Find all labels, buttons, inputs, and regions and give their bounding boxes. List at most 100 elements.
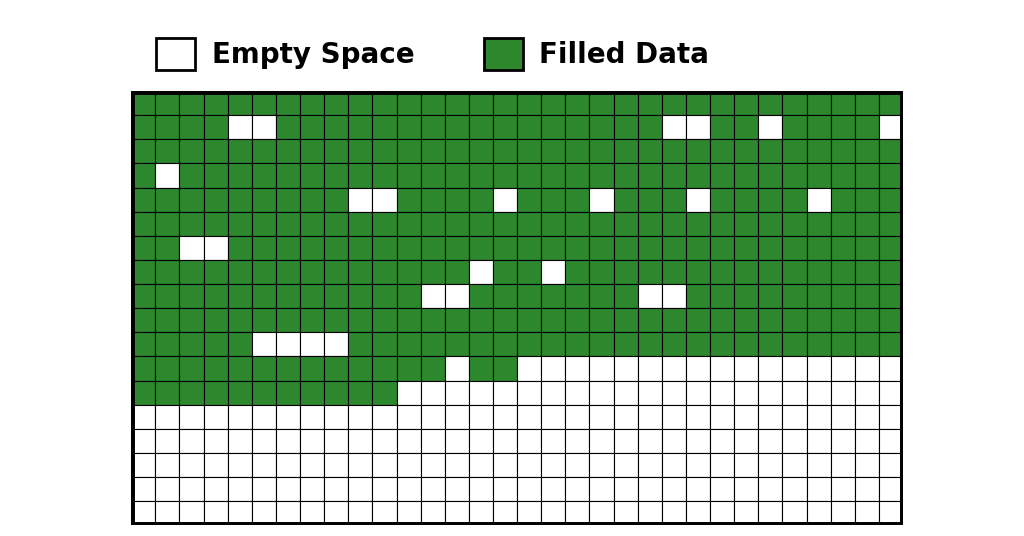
Bar [252,453,275,477]
Bar [396,163,421,188]
Bar [879,188,903,212]
Bar [565,163,590,188]
Bar [759,477,782,501]
Bar [348,429,373,453]
Bar [252,188,275,212]
Bar [830,453,855,477]
Bar [204,188,227,212]
Bar [275,308,300,332]
Bar [807,381,830,405]
Bar [590,356,613,381]
Bar [348,236,373,260]
Bar [444,477,469,501]
Bar [179,260,204,284]
Bar [131,356,156,381]
Bar [638,260,662,284]
Bar [469,453,493,477]
Bar [590,236,613,260]
Bar [638,139,662,163]
Bar [686,91,710,115]
Bar [396,381,421,405]
Bar [517,260,542,284]
Bar [565,115,590,139]
Bar [638,477,662,501]
Bar [469,115,493,139]
Bar [275,212,300,236]
Bar [227,381,252,405]
Bar [759,308,782,332]
Bar [227,188,252,212]
Bar [131,236,156,260]
Bar [156,405,179,429]
Bar [542,236,565,260]
Bar [638,284,662,308]
Bar [179,212,204,236]
Bar [565,501,590,525]
Bar [156,284,179,308]
Bar [204,356,227,381]
Bar [275,236,300,260]
Bar [686,260,710,284]
Bar [662,477,686,501]
Bar [325,260,348,284]
Bar [469,212,493,236]
Bar [204,429,227,453]
Bar [662,381,686,405]
Bar [300,501,325,525]
Bar [662,212,686,236]
Bar [348,139,373,163]
Bar [396,284,421,308]
Bar [686,284,710,308]
Bar [156,163,179,188]
Bar [565,332,590,356]
Bar [879,381,903,405]
Bar [759,381,782,405]
Bar [156,260,179,284]
Bar [131,308,156,332]
Bar [444,405,469,429]
Bar [782,332,807,356]
Bar [131,212,156,236]
Bar [613,284,638,308]
Bar [565,308,590,332]
Bar [638,429,662,453]
Bar [879,115,903,139]
Bar [613,308,638,332]
Bar [734,332,759,356]
Bar [855,212,879,236]
Bar [807,188,830,212]
Bar [613,188,638,212]
Bar [542,188,565,212]
Bar [227,212,252,236]
Bar [421,188,444,212]
Bar [855,260,879,284]
Bar [493,332,517,356]
Bar [493,453,517,477]
Bar [348,308,373,332]
Bar [734,91,759,115]
Bar [275,188,300,212]
Bar [590,453,613,477]
Bar [782,91,807,115]
Bar [493,501,517,525]
Bar [590,163,613,188]
Bar [686,163,710,188]
Bar [444,453,469,477]
Bar [782,381,807,405]
Bar [638,501,662,525]
Bar [396,236,421,260]
Bar [662,260,686,284]
Bar [710,212,734,236]
Bar [879,477,903,501]
Bar [613,405,638,429]
Bar [252,212,275,236]
Bar [613,115,638,139]
Bar [590,501,613,525]
Bar [204,260,227,284]
Bar [855,308,879,332]
Bar [590,405,613,429]
Bar [662,91,686,115]
Bar [252,284,275,308]
Bar [204,236,227,260]
Bar [421,308,444,332]
